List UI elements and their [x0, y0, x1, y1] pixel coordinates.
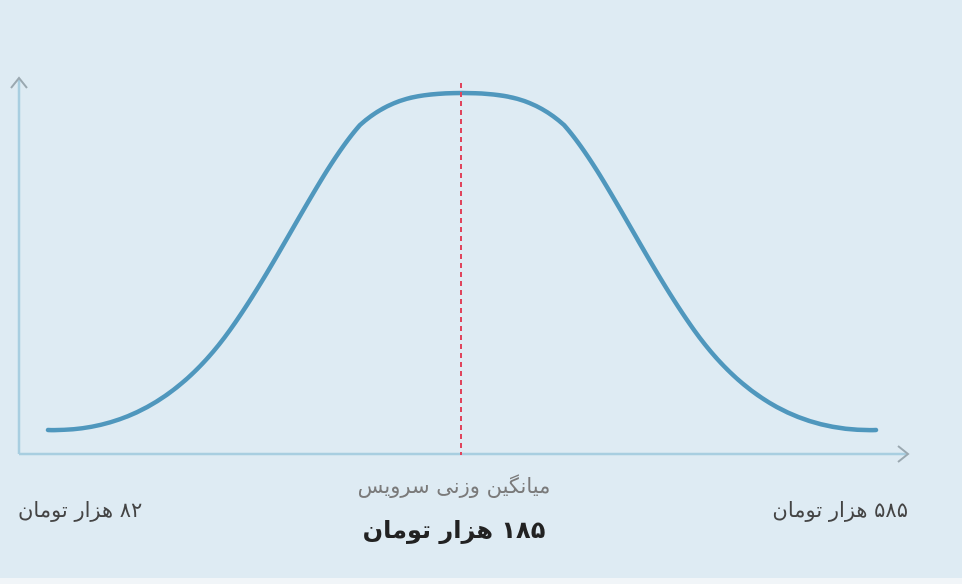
y-axis-arrow	[10, 76, 28, 89]
min-price: ۸۲ هزار تومان	[18, 498, 143, 522]
average-price: ۱۸۵ هزار تومان	[362, 516, 546, 544]
max-price: ۵۸۵ هزار تومان	[772, 498, 908, 522]
x-axis-arrow	[897, 445, 910, 463]
average-caption: میانگین وزنی سرویس	[357, 474, 551, 498]
bell-curve	[45, 90, 879, 433]
